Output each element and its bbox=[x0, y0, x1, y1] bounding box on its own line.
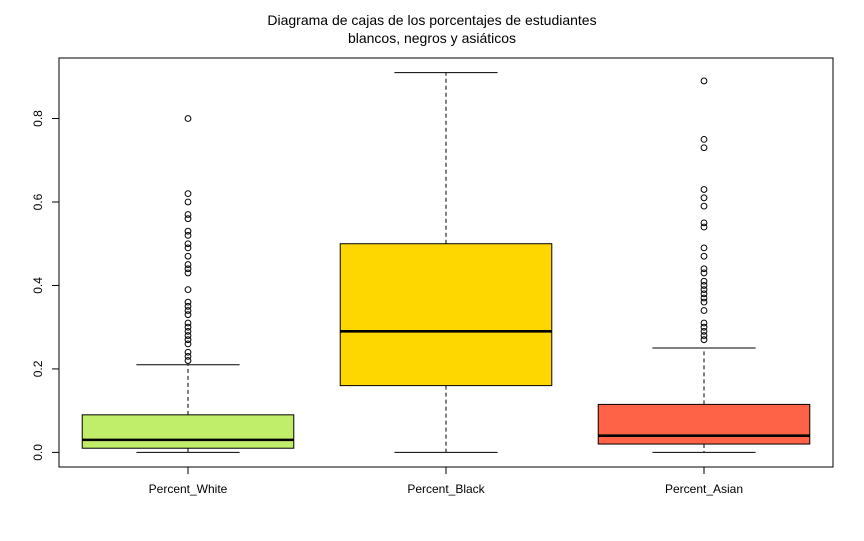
outlier-point bbox=[700, 298, 708, 306]
outlier-point bbox=[700, 319, 708, 327]
outlier-point bbox=[184, 340, 192, 348]
outlier-point bbox=[700, 332, 708, 339]
outlier-point bbox=[184, 348, 192, 356]
y-tick-label: 0.4 bbox=[31, 277, 45, 294]
outlier-point bbox=[184, 319, 192, 327]
outlier-point bbox=[700, 323, 708, 331]
outlier-point bbox=[184, 357, 192, 364]
outlier-point bbox=[700, 269, 708, 277]
outlier-point bbox=[184, 227, 192, 235]
outlier-point bbox=[700, 336, 708, 344]
x-tick-label: Percent_White bbox=[149, 482, 228, 496]
outlier-point bbox=[184, 332, 192, 339]
outlier-point bbox=[184, 252, 192, 260]
outlier-point bbox=[700, 286, 708, 294]
outlier-point bbox=[700, 202, 708, 210]
outlier-point bbox=[184, 244, 192, 252]
outlier-point bbox=[184, 327, 192, 335]
box-Percent_Black bbox=[339, 243, 553, 387]
outlier-point bbox=[184, 323, 192, 331]
outlier-point bbox=[184, 286, 192, 294]
outlier-point bbox=[184, 353, 192, 360]
outlier-point bbox=[184, 231, 192, 239]
outlier-point bbox=[700, 135, 708, 143]
box-Percent_Asian bbox=[597, 403, 811, 445]
outlier-point bbox=[700, 77, 708, 85]
outlier-point bbox=[700, 144, 708, 152]
outlier-point bbox=[700, 219, 708, 227]
outlier-point bbox=[184, 240, 192, 248]
outlier-point bbox=[184, 115, 192, 122]
x-tick-label: Percent_Black bbox=[407, 482, 485, 496]
outlier-point bbox=[184, 198, 192, 206]
outlier-point bbox=[700, 186, 708, 193]
outlier-point bbox=[700, 244, 708, 252]
chart-title-line2: blancos, negros y asiáticos bbox=[347, 30, 517, 46]
y-tick-label: 0.6 bbox=[31, 193, 45, 210]
outlier-point bbox=[700, 277, 708, 285]
outlier-point bbox=[184, 336, 192, 344]
outlier-point bbox=[700, 290, 708, 298]
outlier-point bbox=[184, 265, 192, 273]
y-tick-label: 0.8 bbox=[31, 110, 45, 127]
outlier-point bbox=[184, 190, 192, 198]
chart-title-line1: Diagrama de cajas de los porcentajes de … bbox=[267, 12, 597, 28]
box-Percent_White bbox=[81, 414, 295, 449]
outlier-point bbox=[184, 211, 192, 218]
outlier-point bbox=[700, 327, 708, 335]
outlier-point bbox=[184, 307, 192, 314]
outlier-point bbox=[184, 302, 192, 310]
x-tick-label: Percent_Asian bbox=[665, 482, 743, 496]
outlier-point bbox=[700, 307, 708, 314]
chart-title: Diagrama de cajas de los porcentajes de … bbox=[0, 11, 864, 47]
outlier-point bbox=[184, 298, 192, 306]
outlier-point bbox=[700, 282, 708, 289]
outlier-point bbox=[700, 294, 708, 302]
outlier-point bbox=[700, 194, 708, 202]
outlier-point bbox=[184, 311, 192, 319]
outlier-point bbox=[184, 215, 192, 223]
y-tick-label: 0.0 bbox=[31, 444, 45, 461]
outlier-point bbox=[184, 269, 192, 277]
outlier-point bbox=[700, 265, 708, 273]
outlier-point bbox=[184, 261, 192, 268]
outlier-point bbox=[700, 223, 708, 231]
outlier-point bbox=[700, 252, 708, 260]
y-tick-label: 0.2 bbox=[31, 360, 45, 377]
